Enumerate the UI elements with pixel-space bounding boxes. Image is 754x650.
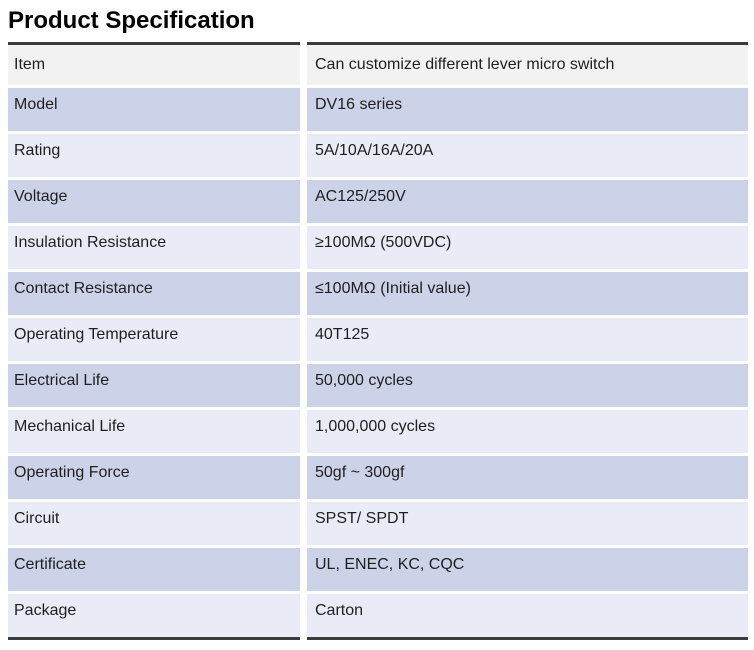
top-border-left-segment [8,42,300,45]
spec-label-cell: Model [8,88,300,131]
spec-label-cell: Electrical Life [8,364,300,407]
spec-label-cell: Circuit [8,502,300,545]
spec-value-cell: 50,000 cycles [307,364,748,407]
table-rows: Item Can customize different lever micro … [8,45,748,637]
spec-value-cell: 50gf ~ 300gf [307,456,748,499]
spec-label-cell: Rating [8,134,300,177]
table-row: Mechanical Life 1,000,000 cycles [8,410,748,453]
spec-label-cell: Insulation Resistance [8,226,300,269]
top-border-right-segment [307,42,748,45]
table-row: Contact Resistance ≤100MΩ (Initial value) [8,272,748,315]
spec-value-cell: DV16 series [307,88,748,131]
spec-value-cell: 1,000,000 cycles [307,410,748,453]
table-row: Certificate UL, ENEC, KC, CQC [8,548,748,591]
table-row: Package Carton [8,594,748,637]
spec-value-cell: UL, ENEC, KC, CQC [307,548,748,591]
spec-table: Item Can customize different lever micro … [8,42,748,640]
spec-label-cell: Voltage [8,180,300,223]
table-row: Model DV16 series [8,88,748,131]
spec-value-cell: Can customize different lever micro swit… [307,45,748,85]
spec-label-cell: Operating Force [8,456,300,499]
spec-value-cell: ≤100MΩ (Initial value) [307,272,748,315]
bottom-border-left-segment [8,637,300,640]
spec-label-cell: Item [8,45,300,85]
spec-value-cell: 5A/10A/16A/20A [307,134,748,177]
page-title: Product Specification [8,7,255,34]
table-row: Operating Temperature 40T125 [8,318,748,361]
spec-value-cell: ≥100MΩ (500VDC) [307,226,748,269]
table-row: Rating 5A/10A/16A/20A [8,134,748,177]
spec-value-cell: 40T125 [307,318,748,361]
spec-label-cell: Operating Temperature [8,318,300,361]
spec-value-cell: AC125/250V [307,180,748,223]
spec-label-cell: Mechanical Life [8,410,300,453]
table-row: Electrical Life 50,000 cycles [8,364,748,407]
spec-value-cell: SPST/ SPDT [307,502,748,545]
spec-value-cell: Carton [307,594,748,637]
bottom-border-right-segment [307,637,748,640]
table-row: Insulation Resistance ≥100MΩ (500VDC) [8,226,748,269]
spec-label-cell: Certificate [8,548,300,591]
table-row: Item Can customize different lever micro … [8,45,748,85]
table-row: Voltage AC125/250V [8,180,748,223]
table-bottom-border [8,637,748,640]
table-top-border [8,42,748,45]
table-row: Operating Force 50gf ~ 300gf [8,456,748,499]
table-row: Circuit SPST/ SPDT [8,502,748,545]
spec-label-cell: Contact Resistance [8,272,300,315]
spec-label-cell: Package [8,594,300,637]
